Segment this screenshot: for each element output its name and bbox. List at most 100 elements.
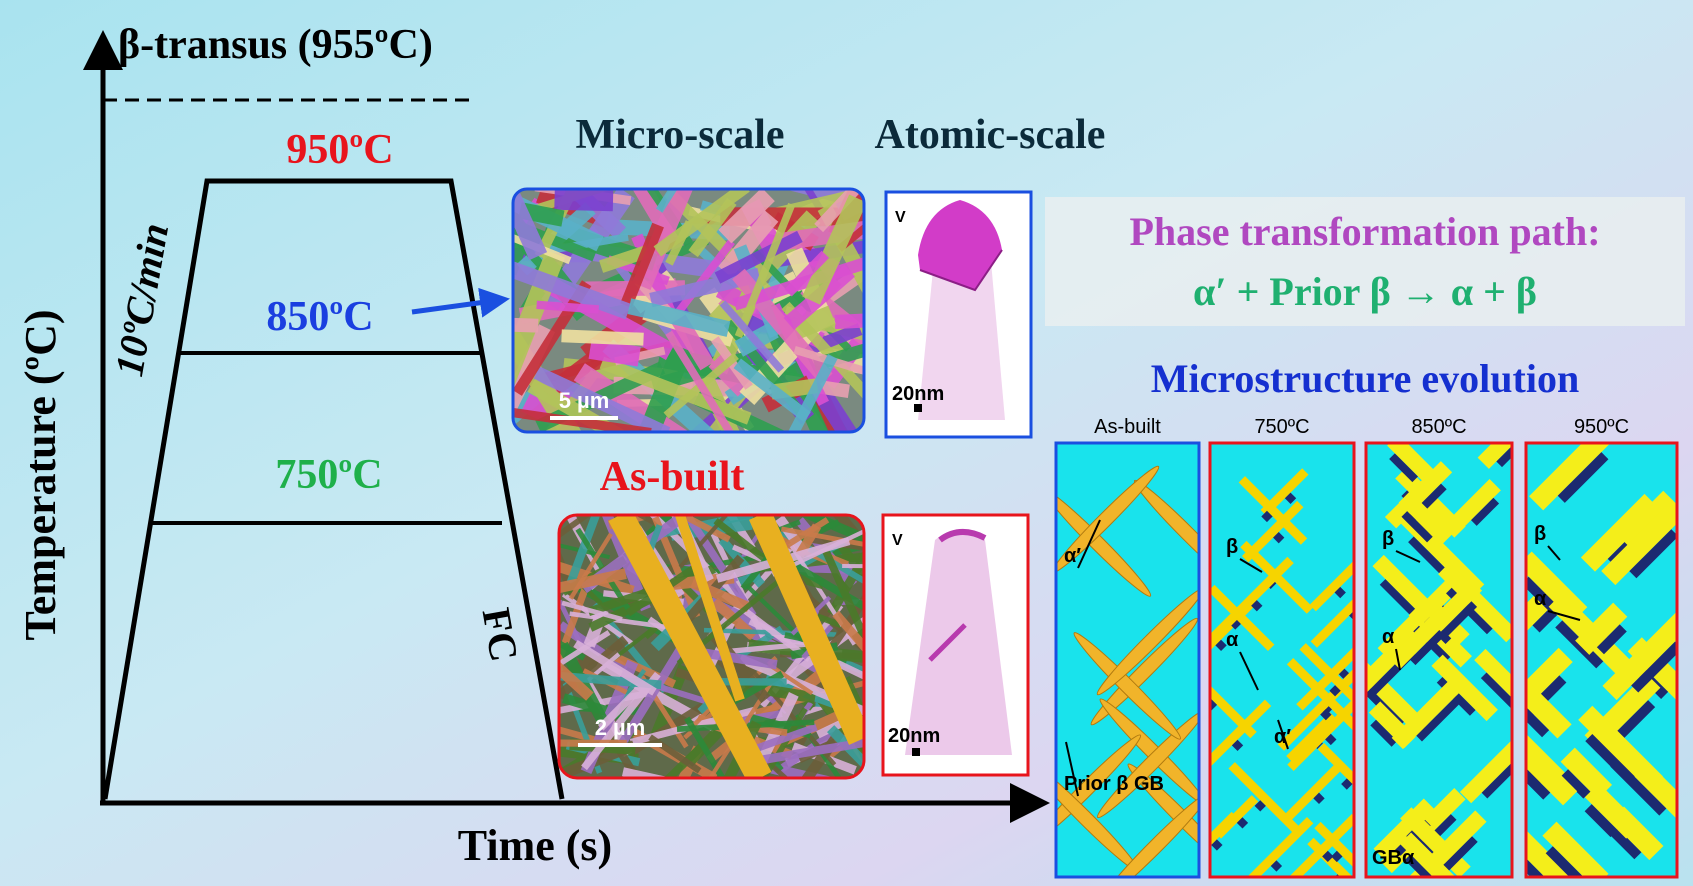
label-arrow [1395,648,1401,671]
alpha-prime-lath [1056,734,1142,842]
alpha-lath [1477,443,1512,469]
beta-phase [1322,850,1334,863]
image-frame [511,187,866,434]
evolution-panel: As-built α′ Prior β GB [1054,416,1201,879]
beta-phase [1313,792,1325,804]
beta-phase [1561,769,1591,799]
alpha-lath [1241,500,1304,563]
beta-phase [1389,453,1419,483]
apt-tip-heat-treated: V 20nm [884,190,1033,439]
alpha-lath [1309,561,1354,612]
grain [513,257,632,320]
beta-phase [1404,854,1443,877]
beta-phase [1334,586,1346,599]
apt-scale: 20nm [888,725,940,747]
grain [832,610,864,663]
beta-phase [1585,733,1635,784]
alpha-lath [1210,584,1275,652]
grain [561,329,644,346]
alpha-lath [1431,654,1498,722]
grain [714,230,803,284]
grain [653,189,750,257]
pointer-arrow [411,287,510,318]
grain [513,189,548,261]
beta-phase [1481,761,1512,799]
grain [734,202,796,338]
beta-phase [1480,672,1512,716]
phase-label: α′ [1274,726,1291,748]
grain [822,549,864,672]
grain [688,197,737,258]
panel-frame [1208,441,1356,879]
atomic-header: Atomic-scale [875,112,1106,158]
alpha-lath [1526,682,1572,739]
alpha-lath [1560,747,1613,800]
phase-label: β [1534,523,1546,545]
alpha-prime-lath [1133,479,1199,588]
grain [718,210,779,278]
panel-title: As-built [1094,416,1161,438]
beta-phase [1370,719,1398,747]
apt-axis: V [895,209,906,226]
grain [802,194,864,305]
panel-frame [1054,441,1201,879]
micro-header: Micro-scale [575,112,784,158]
alpha-lath [1210,699,1272,780]
label-arrow [1077,519,1101,569]
alpha-prime-lath [1096,587,1199,696]
alpha-lath [1387,443,1438,485]
beta-phase [1331,850,1343,863]
beta-phase [1211,839,1223,851]
alpha-lath [1578,705,1663,791]
phase-path-equation: α′ + Prior β → α + β [1193,269,1537,314]
grain [749,515,864,745]
grain [620,222,664,308]
beta-phase [1215,639,1227,652]
alpha-lath [1284,763,1342,821]
beta-phase [1596,624,1627,655]
grain [597,679,649,731]
alpha-lath [1210,556,1294,643]
alpha-lath [1391,671,1470,750]
beta-phase [1254,800,1266,812]
panel-title: 950ºC [1574,416,1629,438]
beta-phase [1631,641,1677,693]
alpha-prime-lath [1090,617,1199,726]
alpha-lath [1601,501,1677,586]
label-arrow [1277,719,1289,750]
panel-structure [1526,443,1677,877]
alpha-lath [1227,817,1314,877]
phase-label: α′ [1064,545,1081,567]
grain [513,407,652,432]
phase-label: β [1382,528,1394,550]
grain [535,233,629,257]
panel-structure [1056,465,1199,877]
alpha-lath [1398,491,1453,546]
alpha-lath [1238,476,1308,545]
grain [533,366,671,432]
grain [682,515,731,543]
grain [827,725,864,778]
grain [569,611,677,631]
alpha-prime-lath [1056,465,1160,574]
grain [599,245,650,273]
grain [784,250,830,297]
beta-phase [1329,685,1341,697]
grain [671,314,715,371]
beta-phase [1401,511,1433,543]
beta-phase [1526,828,1547,877]
temp-850: 850ºC [266,294,373,340]
label-arrow [1239,651,1259,691]
image-frame [557,513,866,780]
grain [588,515,651,612]
beta-phase [1629,529,1677,579]
grain [761,353,838,432]
apt-axis: V [892,532,903,549]
alpha-lath [1228,762,1305,838]
grain [795,523,822,558]
alpha-lath [1526,727,1578,806]
phase-label: Prior β GB [1064,773,1164,795]
grain [554,189,614,212]
panel-frame [1364,441,1514,879]
alpha-lath [1452,479,1501,528]
